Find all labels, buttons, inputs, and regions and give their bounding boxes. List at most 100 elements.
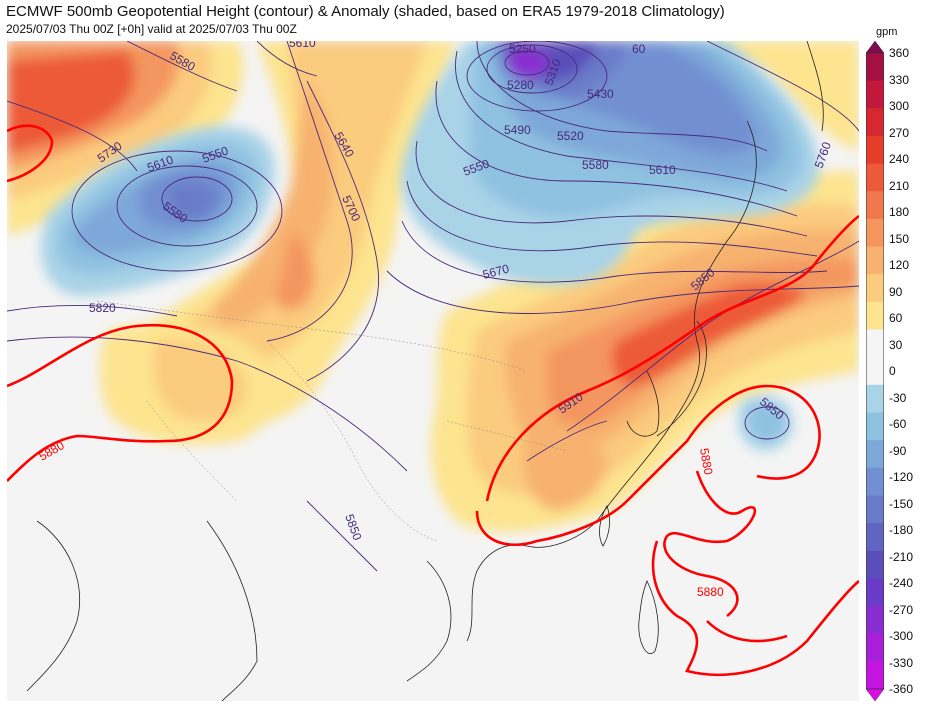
colorbar-unit: gpm: [876, 26, 898, 38]
colorbar-tick-label: -240: [889, 576, 914, 590]
colorbar-tick-label: -90: [889, 443, 907, 458]
contour-5280: [486, 44, 578, 94]
contour-5880-wpac: [663, 470, 757, 618]
contour-5850-wpac: [744, 406, 790, 440]
colorbar-tick-label: 360: [889, 46, 910, 60]
colorbar-tick-label: -30: [889, 390, 907, 405]
colorbar-tick-label: 90: [889, 284, 903, 299]
colorbar-segment: [866, 329, 884, 358]
contour-5550-east: [415, 140, 808, 237]
anomaly-map: 5250 5280 5310 60 5430 5490 5520 5550 55…: [7, 41, 859, 701]
anomaly-west-warm-60: [153, 340, 247, 421]
positive-anomaly-shading: [7, 41, 859, 532]
contour-5850-west: [7, 336, 408, 472]
map-panel[interactable]: 5250 5280 5310 60 5430 5490 5520 5550 55…: [7, 41, 859, 701]
colorbar-segment: [866, 246, 884, 275]
contour-label-5490: 5490: [504, 123, 531, 137]
contour-5520: [435, 80, 798, 217]
colorbar-tick-label: -360: [889, 682, 914, 696]
colorbar-segment: [866, 550, 884, 579]
negative-anomaly-shading: [41, 41, 819, 451]
coastlines: [26, 41, 824, 701]
contour-5880-lines: [7, 124, 859, 677]
contour-5910: [526, 420, 608, 462]
colorbar-segment: [866, 191, 884, 220]
contour-5550-west: [161, 176, 233, 222]
colorbar-segment: [866, 467, 884, 496]
colorbar-tick-label: -120: [889, 470, 914, 484]
colorbar-tick-label: 60: [889, 311, 903, 325]
contour-5880-west-upper: [7, 124, 54, 183]
colorbar-tick-label: 120: [889, 258, 910, 272]
colorbar-segment: [866, 495, 884, 524]
contour-5640: [266, 41, 353, 342]
colorbar-tick-label: 0: [889, 364, 896, 378]
map-subtitle: 2025/07/03 Thu 00Z [+0h] valid at 2025/0…: [6, 22, 297, 36]
contour-label-5280: 5280: [507, 78, 534, 92]
border-4: [446, 420, 568, 452]
anomaly-east-belt-150: [612, 284, 807, 386]
colorbar-tick-label: 30: [889, 337, 903, 352]
colorbar-segment: [866, 108, 884, 137]
colorbar-tick-label: 150: [889, 231, 910, 246]
contour-label-5880-south: 5880: [697, 585, 724, 599]
colorbar-segment: [866, 274, 884, 303]
contour-label-5610-east: 5610: [649, 163, 676, 177]
border-2: [266, 340, 438, 542]
coast-east-asia: [466, 120, 757, 642]
coast-korea: [626, 370, 660, 437]
colorbar-segment: [866, 440, 884, 469]
colorbar-extend-bottom: [866, 688, 884, 701]
anomaly-south-china-warm: [523, 427, 607, 511]
contour-label-60: 60: [632, 42, 646, 56]
colorbar-segment: [866, 135, 884, 165]
colorbar-segment: [866, 412, 884, 441]
contour-5880-west: [7, 323, 234, 482]
contour-5880-main: [485, 214, 859, 502]
colorbar-tick-label: -60: [889, 417, 907, 431]
contour-5580-nw: [126, 41, 238, 92]
colorbar-segment: [866, 633, 884, 662]
contour-5580-east: [406, 180, 818, 257]
anomaly-wpac-cold-60: [749, 404, 786, 441]
colorbar-tick-label: 300: [889, 99, 910, 113]
coast-kamchatka: [806, 41, 824, 132]
contour-5670: [386, 270, 859, 314]
colorbar-tick-label: 210: [889, 178, 910, 193]
anomaly-ne-warm: [707, 41, 859, 151]
anomaly-ne-cold-240: [506, 48, 549, 79]
colorbar-segment: [866, 384, 884, 413]
contour-5820: [7, 305, 178, 317]
contour-5880-bottom: [706, 620, 788, 643]
height-contours: [7, 41, 859, 572]
borders: [96, 300, 568, 542]
colorbar: [866, 41, 884, 701]
colorbar-tick-label: 330: [889, 72, 910, 87]
colorbar-tick-label: 240: [889, 152, 910, 166]
colorbar-tick-label: -330: [889, 655, 914, 670]
border-3: [146, 400, 238, 502]
colorbar-segment: [866, 523, 884, 552]
colorbar-segment: [866, 80, 884, 109]
contour-5880-sw: [651, 540, 859, 677]
colorbar-frame: [866, 52, 884, 690]
contour-5610-east: [401, 220, 828, 283]
contour-5850-south: [306, 500, 378, 572]
contour-5700: [306, 80, 379, 382]
coast-indochina: [406, 560, 452, 682]
colorbar-segment: [866, 163, 884, 192]
contour-5730: [7, 100, 138, 172]
map-title: ECMWF 500mb Geopotential Height (contour…: [6, 3, 725, 20]
coast-india: [206, 520, 258, 701]
contour-label-5820: 5820: [89, 301, 116, 315]
anomaly-w-cold-150: [166, 181, 216, 219]
colorbar-tick-label: 270: [889, 125, 910, 140]
contour-label-5430: 5430: [587, 87, 614, 101]
contour-label-5580-east: 5580: [582, 158, 609, 172]
coast-arabia: [26, 520, 80, 692]
colorbar-segment: [866, 53, 884, 82]
contour-5430: [476, 41, 768, 152]
colorbar-segment: [866, 661, 884, 690]
colorbar-segment: [866, 357, 884, 386]
contour-5760: [706, 41, 859, 132]
